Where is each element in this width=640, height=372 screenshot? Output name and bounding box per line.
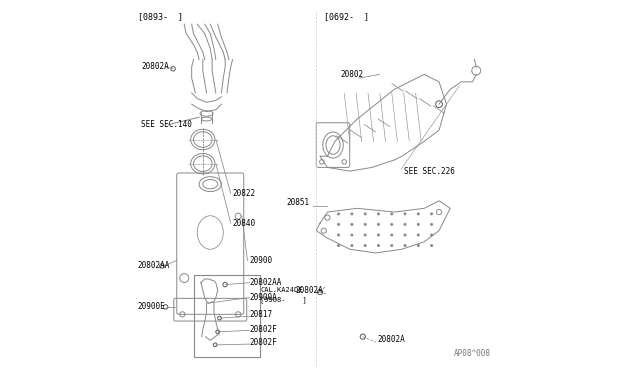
Circle shape <box>364 234 367 237</box>
Circle shape <box>377 212 380 215</box>
Text: 20822: 20822 <box>232 189 256 198</box>
Text: 20802AA: 20802AA <box>250 278 282 287</box>
Circle shape <box>350 212 353 215</box>
Circle shape <box>417 234 420 237</box>
Text: 20802AA: 20802AA <box>138 262 170 270</box>
Circle shape <box>350 234 353 237</box>
Text: [0893-  ]: [0893- ] <box>138 12 183 21</box>
Circle shape <box>390 244 393 247</box>
Circle shape <box>350 223 353 226</box>
Circle shape <box>337 212 340 215</box>
Circle shape <box>417 244 420 247</box>
Circle shape <box>350 244 353 247</box>
Text: SEE SEC.140: SEE SEC.140 <box>141 120 192 129</box>
Circle shape <box>337 223 340 226</box>
Text: 20900: 20900 <box>250 256 273 265</box>
Text: AP08^008: AP08^008 <box>454 349 491 358</box>
Text: 20840: 20840 <box>232 219 256 228</box>
Circle shape <box>417 212 420 215</box>
Circle shape <box>404 244 406 247</box>
Circle shape <box>364 223 367 226</box>
Text: CAL.KA24DE: CAL.KA24DE <box>260 287 303 293</box>
Text: [9508-    ]: [9508- ] <box>260 296 307 303</box>
Circle shape <box>430 212 433 215</box>
Text: [0692-  ]: [0692- ] <box>324 12 369 21</box>
Circle shape <box>404 234 406 237</box>
Text: 20802A: 20802A <box>378 335 405 344</box>
Circle shape <box>364 212 367 215</box>
Circle shape <box>404 223 406 226</box>
Text: 20817: 20817 <box>250 310 273 319</box>
Circle shape <box>337 234 340 237</box>
Text: 20851: 20851 <box>287 198 310 207</box>
Text: 20802A: 20802A <box>296 286 324 295</box>
Text: 20802A: 20802A <box>141 62 169 71</box>
Text: 20802F: 20802F <box>250 339 277 347</box>
Circle shape <box>377 234 380 237</box>
Circle shape <box>337 244 340 247</box>
Text: 20900A: 20900A <box>250 293 277 302</box>
Circle shape <box>390 223 393 226</box>
Circle shape <box>390 234 393 237</box>
Circle shape <box>430 234 433 237</box>
Circle shape <box>364 244 367 247</box>
Text: 20900E: 20900E <box>138 302 166 311</box>
Text: SEE SEC.226: SEE SEC.226 <box>404 167 454 176</box>
Text: 20802F: 20802F <box>250 325 277 334</box>
Circle shape <box>377 223 380 226</box>
Circle shape <box>404 212 406 215</box>
Circle shape <box>377 244 380 247</box>
Circle shape <box>430 244 433 247</box>
Circle shape <box>417 223 420 226</box>
Text: 20802: 20802 <box>340 70 364 79</box>
Circle shape <box>430 223 433 226</box>
Circle shape <box>390 212 393 215</box>
